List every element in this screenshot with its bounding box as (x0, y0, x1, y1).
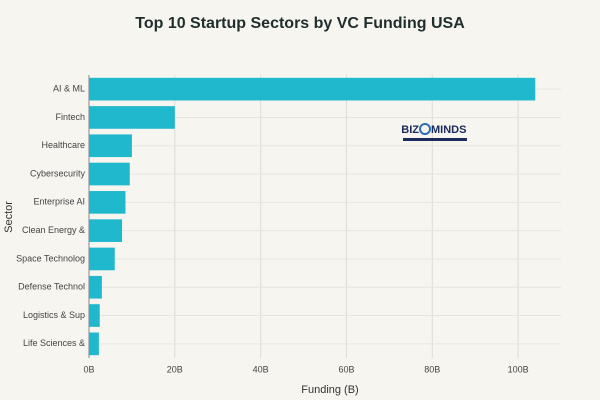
bar (89, 304, 100, 327)
y-tick-label: AI & ML (53, 84, 85, 94)
y-tick-label: Fintech (55, 112, 85, 122)
bar (89, 134, 132, 158)
logo-text: BIZ (401, 124, 419, 136)
bar (89, 219, 123, 242)
x-tick-label: 20B (167, 364, 183, 374)
chart-title: Top 10 Startup Sectors by VC Funding USA (135, 15, 465, 32)
logo-bar (403, 138, 467, 141)
logo-icon (419, 123, 431, 135)
x-tick-label: 80B (424, 364, 440, 374)
logo-text: MINDS (431, 124, 466, 136)
bar (89, 77, 536, 101)
x-axis-title: Funding (B) (301, 384, 358, 396)
bar (89, 191, 126, 214)
x-tick-label: 60B (338, 364, 354, 374)
x-tick-label: 40B (253, 364, 269, 374)
y-tick-label: Enterprise AI (33, 197, 85, 207)
y-tick-label: Logistics & Sup (23, 310, 85, 320)
y-tick-label: Healthcare (41, 140, 85, 150)
bar (89, 275, 102, 299)
y-tick-label: Space Technolog (16, 253, 85, 263)
y-tick-label: Life Sciences & (23, 338, 85, 348)
logo: BIZ MINDS (401, 123, 467, 141)
bar (89, 162, 130, 186)
x-tick-label: 0B (83, 364, 94, 374)
y-tick-label: Cybersecurity (30, 168, 86, 178)
bar (89, 332, 99, 356)
y-tick-label: Defense Technol (18, 282, 85, 292)
x-tick-label: 100B (508, 364, 529, 374)
y-axis-title: Sector (3, 201, 15, 233)
y-tick-label: Clean Energy & (22, 225, 85, 235)
bar (89, 247, 115, 271)
bar (89, 106, 175, 129)
